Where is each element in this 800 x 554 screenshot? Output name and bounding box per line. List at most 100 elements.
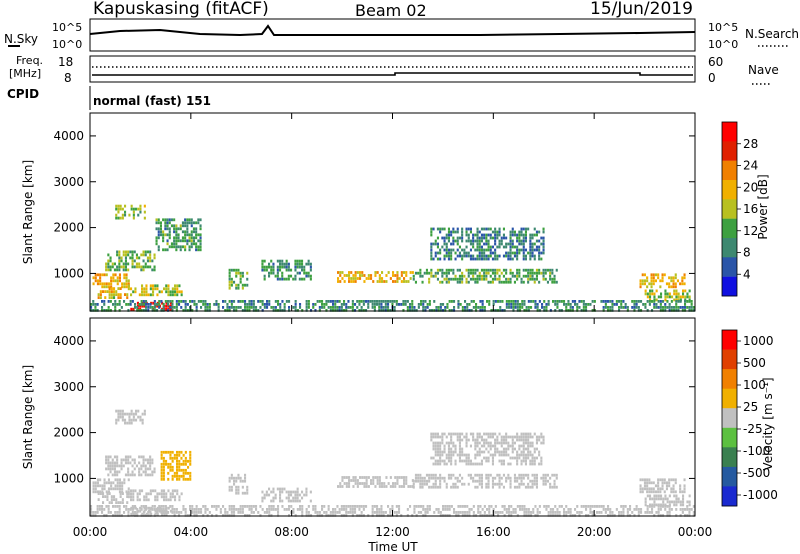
velocity-cell xyxy=(139,415,142,419)
power-cell xyxy=(688,309,691,312)
velocity-cell xyxy=(178,511,181,514)
velocity-cell xyxy=(430,456,433,460)
power-cell xyxy=(480,236,483,240)
power-cell xyxy=(441,236,444,240)
velocity-cell xyxy=(383,485,386,488)
power-cell xyxy=(450,230,453,234)
velocity-cell xyxy=(156,495,159,499)
velocity-cell xyxy=(524,447,527,451)
velocity-cell xyxy=(419,476,422,480)
velocity-cell xyxy=(457,514,460,517)
velocity-cell xyxy=(500,438,503,442)
power-cell xyxy=(663,273,666,277)
velocity-cell xyxy=(287,490,290,494)
velocity-cell xyxy=(666,497,669,501)
velocity-colorbar-swatch xyxy=(722,408,737,429)
power-cell xyxy=(145,303,148,306)
power-cell xyxy=(184,221,187,225)
power-cell xyxy=(175,242,178,246)
velocity-cell xyxy=(263,496,266,500)
power-cell xyxy=(653,298,656,302)
velocity-cell xyxy=(164,508,167,511)
power-colorbar-label: Power [dB] xyxy=(756,174,770,239)
power-cell xyxy=(650,273,653,277)
velocity-cell xyxy=(589,511,592,514)
velocity-cell xyxy=(145,495,148,499)
velocity-cell xyxy=(171,495,174,499)
power-cell xyxy=(516,300,519,303)
velocity-cell xyxy=(437,508,440,511)
velocity-cell xyxy=(235,491,238,495)
power-cell xyxy=(164,233,167,237)
power-cell xyxy=(549,271,552,275)
power-cell xyxy=(157,227,160,231)
power-cell xyxy=(436,271,439,275)
power-cell xyxy=(103,285,106,289)
power-cell xyxy=(341,277,344,280)
power-cell xyxy=(417,271,420,275)
power-cell xyxy=(200,306,203,309)
power-cell xyxy=(115,207,118,211)
power-cell xyxy=(272,271,275,275)
power-cell xyxy=(122,250,125,254)
power-cell xyxy=(132,216,135,220)
velocity-cell xyxy=(502,485,505,489)
power-cell xyxy=(668,309,671,312)
velocity-cell xyxy=(120,458,123,462)
velocity-cell xyxy=(609,508,612,511)
power-cell xyxy=(677,306,680,309)
velocity-cell xyxy=(94,511,97,514)
power-cell xyxy=(367,277,370,280)
velocity-cell xyxy=(558,511,561,514)
power-cell xyxy=(318,309,321,312)
velocity-region-0 xyxy=(92,478,130,494)
power-cell xyxy=(582,309,585,312)
power-cell xyxy=(422,303,425,306)
power-cell xyxy=(445,280,448,284)
power-cell xyxy=(513,230,516,234)
power-cell xyxy=(197,221,200,225)
velocity-cell xyxy=(436,441,439,445)
velocity-cell xyxy=(690,508,693,511)
velocity-cell xyxy=(343,508,346,511)
velocity-cell xyxy=(489,453,492,457)
velocity-cell xyxy=(472,432,475,436)
power-cell xyxy=(378,274,381,277)
velocity-cell xyxy=(309,499,312,503)
velocity-cell xyxy=(480,462,483,466)
velocity-cell xyxy=(486,514,489,517)
velocity-cell xyxy=(436,485,439,489)
power-cell xyxy=(127,287,130,291)
power-cell xyxy=(274,306,277,309)
velocity-cell xyxy=(505,453,508,457)
power-cell xyxy=(298,262,301,266)
power-cell xyxy=(301,265,304,269)
power-cell xyxy=(118,309,121,312)
power-cell xyxy=(476,245,479,249)
power-cell xyxy=(107,285,110,289)
velocity-cell xyxy=(668,508,671,511)
velocity-cell xyxy=(139,506,142,510)
velocity-cell xyxy=(90,505,93,508)
power-cell xyxy=(554,303,557,306)
velocity-cell xyxy=(441,435,444,439)
power-cell xyxy=(122,262,125,266)
power-cell xyxy=(143,304,146,308)
power-cell xyxy=(461,233,464,237)
velocity-cell xyxy=(97,492,100,495)
velocity-cell xyxy=(112,505,115,508)
velocity-cell xyxy=(144,473,147,477)
velocity-cell xyxy=(233,514,236,517)
power-cell xyxy=(684,306,687,309)
power-cell xyxy=(339,274,342,277)
power-cell xyxy=(538,251,541,255)
power-cell xyxy=(283,262,286,266)
velocity-cell xyxy=(535,456,538,460)
velocity-cell xyxy=(393,511,396,514)
power-cell xyxy=(123,273,126,277)
velocity-cell xyxy=(363,482,366,485)
power-cell xyxy=(677,295,680,299)
power-cell xyxy=(662,300,665,303)
power-cell xyxy=(179,245,182,249)
power-cell xyxy=(445,248,448,252)
